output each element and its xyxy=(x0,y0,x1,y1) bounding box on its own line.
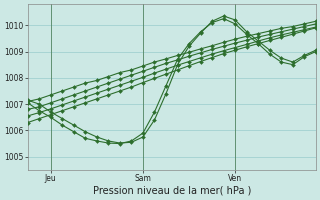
X-axis label: Pression niveau de la mer( hPa ): Pression niveau de la mer( hPa ) xyxy=(92,186,251,196)
